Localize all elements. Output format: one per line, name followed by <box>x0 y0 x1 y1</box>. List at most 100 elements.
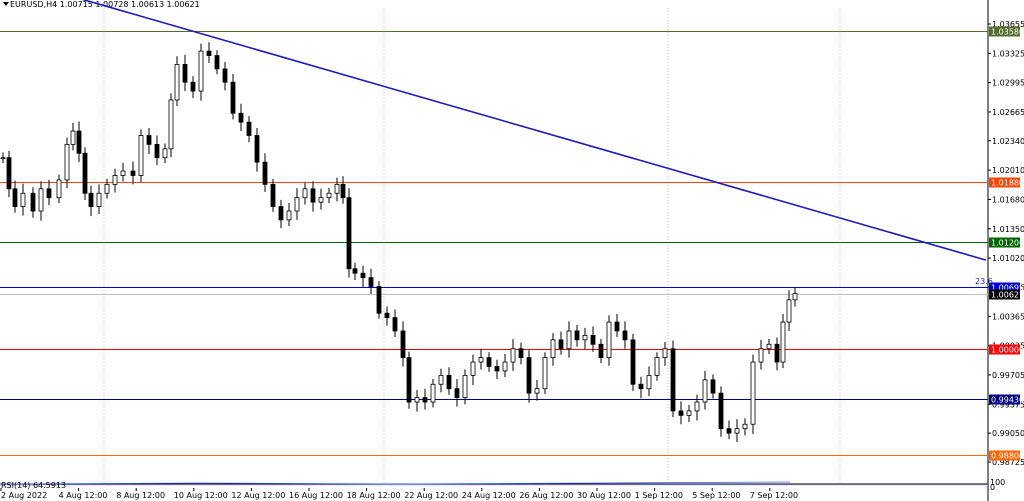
candle <box>614 313 620 337</box>
price-tick-label: 1.01020 <box>992 254 1024 263</box>
chart-header: EURUSD,H4 1.00715 1.00728 1.00613 1.0062… <box>10 0 200 9</box>
candle <box>502 353 508 377</box>
candle <box>518 342 524 365</box>
candle <box>406 351 412 409</box>
candle <box>606 315 612 366</box>
candle <box>130 161 136 185</box>
svg-text:1.00695: 1.00695 <box>991 284 1024 293</box>
candle <box>174 56 180 107</box>
candle <box>542 352 548 395</box>
candle <box>566 321 572 358</box>
time-tick-label: 7 Sep 12:00 <box>750 491 798 500</box>
candle <box>56 174 62 204</box>
candle <box>654 352 660 381</box>
level-price-tag: 1.01880 <box>989 177 1024 188</box>
candle <box>414 390 420 412</box>
candle <box>262 153 268 192</box>
trendline[interactable] <box>0 0 987 261</box>
time-tick-label: 18 Aug 12:00 <box>347 491 401 500</box>
candle <box>76 121 82 163</box>
candle <box>162 143 168 164</box>
candle <box>742 418 748 436</box>
rsi-level-100: 100 <box>990 478 1005 487</box>
candle <box>702 370 708 410</box>
candle <box>494 359 500 380</box>
candle <box>138 129 144 183</box>
candle <box>630 333 636 392</box>
candle <box>438 368 444 393</box>
horizontal-levels <box>0 31 988 456</box>
candle <box>168 93 174 157</box>
candle <box>6 150 12 197</box>
candle <box>392 309 398 337</box>
candle <box>670 340 676 417</box>
symbol-ohlc-text: EURUSD,H4 1.00715 1.00728 1.00613 1.0062… <box>10 0 200 9</box>
candle <box>340 176 346 204</box>
candle <box>310 181 316 212</box>
candle <box>478 348 484 370</box>
candle <box>88 185 94 217</box>
price-tick-label: 1.02995 <box>992 79 1024 88</box>
level-price-tag: 1.03580 <box>989 26 1024 37</box>
symbol-menu-chevron-icon[interactable] <box>3 2 9 6</box>
candle <box>510 339 516 371</box>
candle <box>686 404 692 423</box>
candle <box>104 179 110 199</box>
price-axis: 1.03655 1.03325 1.02995 1.02665 1.02340 1.020… <box>988 20 1024 467</box>
level-price-tag: 1.00695 <box>989 282 1024 293</box>
candle <box>710 374 716 399</box>
price-tick-label: 1.03325 <box>992 49 1024 58</box>
chart-grid <box>0 0 989 501</box>
svg-text:0.98800: 0.98800 <box>991 452 1024 461</box>
time-tick-label: 1 Sep 12:00 <box>635 491 683 500</box>
candle <box>154 135 160 166</box>
candle <box>470 354 476 385</box>
candle <box>486 352 492 372</box>
candle <box>446 367 452 395</box>
candle <box>278 199 284 229</box>
price-tick-label: 0.99375 <box>992 400 1024 409</box>
candle <box>70 122 76 151</box>
candle <box>558 331 564 355</box>
candle <box>400 321 406 367</box>
level-price-tag: 0.99430 <box>989 394 1024 405</box>
candle <box>766 338 772 355</box>
candle <box>238 103 244 132</box>
candle <box>726 420 732 440</box>
candle <box>758 339 764 370</box>
candle <box>346 188 352 278</box>
candle <box>30 187 36 218</box>
candle <box>454 379 460 407</box>
candle <box>534 379 540 401</box>
descending-trendline[interactable] <box>0 0 987 261</box>
candle <box>792 287 798 307</box>
candle <box>198 43 204 101</box>
candle <box>590 326 596 352</box>
candle <box>582 327 588 350</box>
price-tick-label: 1.00365 <box>992 312 1024 321</box>
level-price-tag: 1.00000 <box>989 344 1024 355</box>
level-price-tag: 1.01200 <box>989 237 1024 248</box>
candle <box>286 202 292 226</box>
candle <box>718 386 724 437</box>
candle <box>64 137 70 189</box>
candle <box>550 333 556 366</box>
time-tick-label: 24 Aug 12:00 <box>462 491 516 500</box>
price-tick-label: 1.02010 <box>992 166 1024 175</box>
candle <box>302 182 308 205</box>
candle <box>430 378 436 408</box>
time-tick-label: 16 Aug 12:00 <box>289 491 343 500</box>
candle <box>376 281 382 319</box>
time-tick-label: 10 Aug 12:00 <box>174 491 228 500</box>
price-tick-label: 0.98725 <box>992 458 1024 467</box>
candle <box>678 401 684 425</box>
candle <box>146 128 152 154</box>
candle <box>182 54 188 92</box>
price-tick-label: 0.99050 <box>992 429 1024 438</box>
price-tick-label: 1.02665 <box>992 108 1024 117</box>
candle <box>222 62 228 91</box>
candle <box>12 180 18 213</box>
svg-text:1.00621: 1.00621 <box>991 291 1024 300</box>
